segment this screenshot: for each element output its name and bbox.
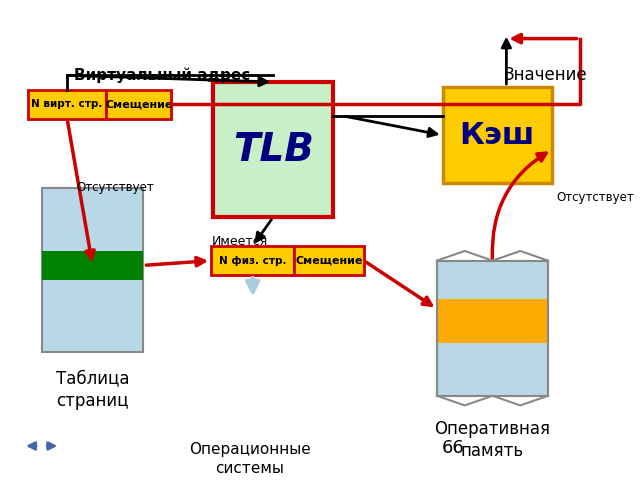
- Text: Смещение: Смещение: [105, 99, 173, 109]
- Text: Смещение: Смещение: [296, 256, 363, 265]
- Bar: [213, 82, 333, 217]
- Text: 66: 66: [442, 439, 465, 457]
- Text: Кэш: Кэш: [460, 120, 535, 150]
- Text: Операционные
системы: Операционные системы: [189, 442, 311, 476]
- Bar: [28, 90, 106, 119]
- Bar: [42, 188, 143, 352]
- Text: Таблица
страниц: Таблица страниц: [56, 370, 129, 410]
- Text: Значение: Значение: [504, 66, 588, 84]
- Bar: [437, 299, 548, 343]
- Bar: [442, 87, 552, 183]
- Text: Отсутствует: Отсутствует: [76, 180, 154, 194]
- Bar: [211, 246, 294, 275]
- Text: N физ. стр.: N физ. стр.: [219, 256, 287, 265]
- Text: Имеется: Имеется: [212, 235, 268, 248]
- Bar: [294, 246, 364, 275]
- Text: Оперативная
память: Оперативная память: [435, 420, 550, 460]
- Bar: [42, 251, 143, 280]
- Text: TLB: TLB: [233, 131, 314, 168]
- Bar: [437, 261, 548, 396]
- Text: N вирт. стр.: N вирт. стр.: [31, 99, 103, 109]
- Bar: [437, 261, 548, 396]
- Bar: [106, 90, 172, 119]
- Text: Отсутствует: Отсутствует: [556, 192, 634, 204]
- Text: Виртуальный адрес: Виртуальный адрес: [74, 68, 250, 83]
